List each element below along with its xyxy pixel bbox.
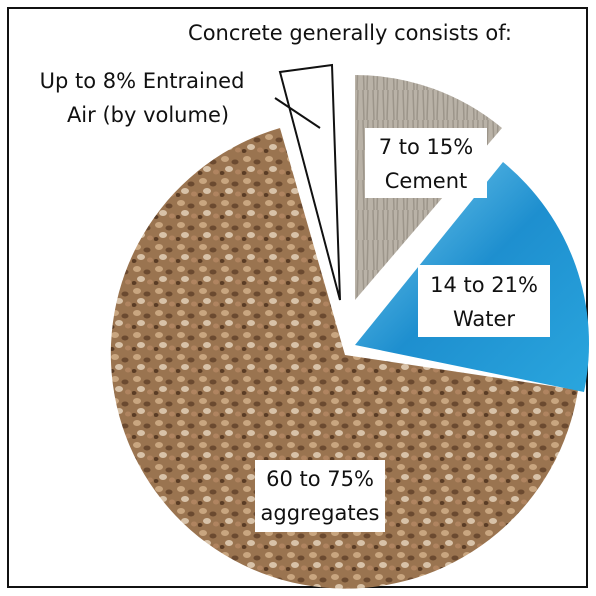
water-label-box — [418, 265, 550, 337]
water-label: Water — [453, 307, 515, 331]
title: Concrete generally consists of: — [188, 21, 512, 45]
air-label: Air (by volume) — [67, 103, 229, 127]
water-label: 14 to 21% — [430, 273, 538, 297]
air-label: Up to 8% Entrained — [40, 69, 245, 93]
aggregates-label-box — [255, 460, 385, 532]
aggregates-wedge — [110, 128, 579, 589]
cement-label: Cement — [385, 169, 468, 193]
aggregates-label: aggregates — [261, 501, 380, 525]
cement-label: 7 to 15% — [379, 135, 473, 159]
aggregates-label: 60 to 75% — [266, 467, 374, 491]
cement-label-box — [365, 128, 487, 198]
air-wedge — [278, 63, 341, 301]
air-pointer — [274, 97, 321, 129]
